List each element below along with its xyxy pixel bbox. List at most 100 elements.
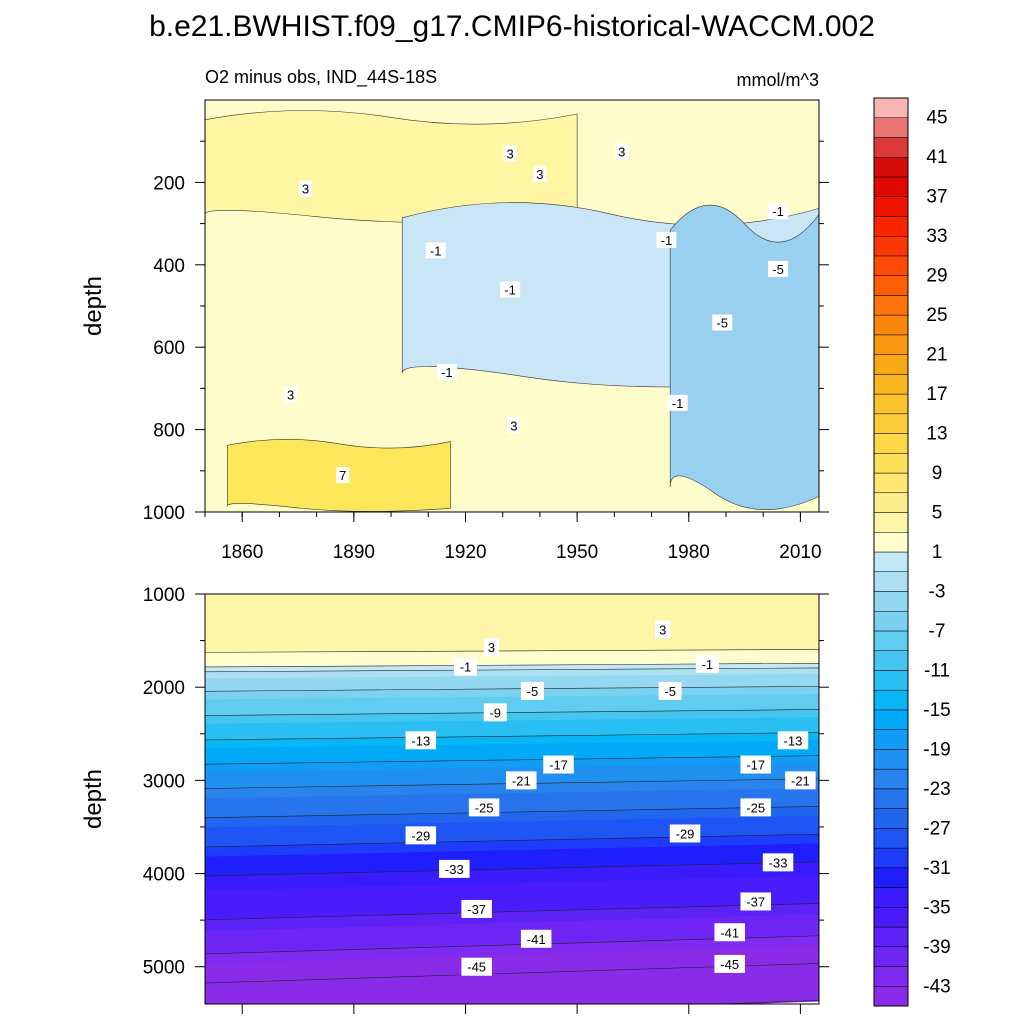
colorbar-tick-label: 33 bbox=[926, 226, 947, 247]
lower-contour-line bbox=[205, 732, 819, 741]
colorbar-swatch bbox=[873, 156, 909, 178]
lower-contour-label: -5 bbox=[527, 684, 539, 699]
colorbar-swatch bbox=[873, 532, 909, 553]
lower-contour-band bbox=[205, 658, 819, 668]
lower-contour-line bbox=[205, 833, 819, 848]
lower-contour-label-bg bbox=[740, 755, 771, 774]
colorbar-tick-label: 41 bbox=[926, 147, 947, 168]
lower-contour-label: -37 bbox=[746, 895, 765, 910]
colorbar-swatch bbox=[873, 374, 909, 395]
lower-contour-label: -29 bbox=[411, 828, 430, 843]
lower-contour-label: -1 bbox=[460, 660, 472, 675]
lower-contour-band bbox=[352, 988, 819, 1004]
lower-contour-label-bg bbox=[453, 657, 477, 676]
lower-contour-label-bg bbox=[762, 853, 794, 872]
colorbar-swatch bbox=[873, 472, 909, 494]
lower-contour-label-bg bbox=[483, 638, 500, 657]
upper-contour-label-bg bbox=[656, 232, 677, 249]
colorbar-tick-label: -27 bbox=[923, 818, 950, 839]
lower-contour-label: -5 bbox=[664, 684, 676, 699]
upper-contour-fill bbox=[205, 100, 819, 512]
lower-contour-band bbox=[205, 935, 819, 965]
colorbar-tick-label: -11 bbox=[924, 660, 950, 681]
colorbar-swatch bbox=[873, 354, 909, 375]
lower-contour-label-bg bbox=[506, 771, 537, 790]
lower-contour-label-bg bbox=[695, 654, 719, 673]
colorbar-swatch bbox=[873, 986, 909, 1007]
lower-contour-label-bg bbox=[740, 798, 771, 817]
colorbar-swatch bbox=[873, 334, 909, 355]
upper-x-tick-label: 1860 bbox=[221, 542, 263, 563]
colorbar-tick-label: -23 bbox=[923, 779, 950, 800]
lower-contour-fill bbox=[205, 594, 819, 1004]
colorbar-tick-label: 29 bbox=[926, 266, 947, 287]
colorbar-tick-label: -19 bbox=[923, 739, 950, 760]
colorbar-swatch bbox=[873, 216, 909, 237]
colorbar-swatch bbox=[873, 433, 909, 454]
upper-contour-label: -1 bbox=[430, 243, 442, 258]
lower-contour-band bbox=[205, 963, 819, 997]
lower-contour-line bbox=[205, 709, 819, 716]
lower-contour-band bbox=[205, 701, 819, 717]
upper-y-tick-label: 600 bbox=[153, 338, 185, 359]
lower-contour-band bbox=[205, 861, 819, 892]
upper-contour-label-bg bbox=[503, 145, 517, 162]
lower-contour-band bbox=[205, 732, 819, 749]
lower-contour-band bbox=[205, 975, 819, 1004]
lower-contour-label-bg bbox=[461, 957, 492, 976]
lower-contour-label: 3 bbox=[659, 622, 666, 637]
upper-x-tick-label: 1890 bbox=[333, 542, 375, 563]
upper-contour-label-bg bbox=[533, 166, 547, 183]
lower-contour-band bbox=[205, 612, 819, 634]
colorbar-swatch bbox=[873, 137, 909, 158]
colorbar-swatch bbox=[873, 255, 909, 276]
lower-contour-label: -41 bbox=[527, 932, 546, 947]
colorbar-tick-label: 25 bbox=[926, 305, 947, 326]
lower-contour-label: -33 bbox=[769, 855, 788, 870]
colorbar-swatch bbox=[873, 926, 909, 948]
lower-contour-label: -45 bbox=[467, 960, 486, 975]
lower-contour-band bbox=[205, 747, 819, 765]
lower-contour-label-bg bbox=[439, 859, 470, 878]
lower-contour-band bbox=[205, 815, 819, 838]
upper-contour-label: 3 bbox=[536, 167, 543, 182]
lower-y-tick-label: 3000 bbox=[143, 771, 185, 792]
lower-y-tick-label: 2000 bbox=[143, 678, 185, 699]
colorbar-swatch bbox=[873, 571, 909, 592]
lower-contour-band bbox=[205, 724, 819, 741]
colorbar-swatch bbox=[873, 453, 909, 474]
lower-contour-band bbox=[205, 717, 819, 733]
upper-contour-label-bg bbox=[436, 363, 457, 380]
lower-contour-label: -45 bbox=[720, 957, 739, 972]
lower-y-axis-label: depth bbox=[80, 769, 107, 829]
lower-contour-label-bg bbox=[658, 681, 682, 700]
upper-contour-label: -1 bbox=[772, 204, 784, 219]
colorbar-tick-label: 21 bbox=[926, 345, 947, 366]
upper-contour-label: 3 bbox=[510, 418, 517, 433]
lower-contour-band bbox=[205, 674, 819, 686]
lower-contour-label-bg bbox=[405, 731, 437, 750]
colorbar-swatch bbox=[873, 235, 909, 257]
upper-contour-label: 3 bbox=[287, 388, 294, 403]
colorbar-tick-label: 1 bbox=[932, 542, 943, 563]
lower-contour-label-bg bbox=[520, 929, 552, 948]
lower-contour-band bbox=[205, 889, 819, 921]
lower-contour-line bbox=[205, 755, 819, 765]
lower-contour-band bbox=[205, 824, 819, 848]
lower-contour-label: -17 bbox=[746, 758, 765, 773]
lower-contour-band bbox=[205, 594, 819, 614]
lower-contour-label: -13 bbox=[411, 733, 430, 748]
colorbar-swatch bbox=[873, 275, 909, 296]
colorbar-tick-label: -31 bbox=[923, 858, 950, 879]
colorbar-swatch bbox=[873, 610, 909, 632]
upper-contour-label: 3 bbox=[507, 147, 514, 162]
upper-contour-label-bg bbox=[425, 242, 446, 259]
colorbar-swatch bbox=[873, 314, 909, 336]
colorbar-swatch bbox=[873, 847, 909, 869]
colorbar-tick-label: 9 bbox=[932, 463, 943, 484]
colorbar-swatch bbox=[873, 117, 909, 138]
upper-y-tick-label: 800 bbox=[153, 421, 185, 442]
lower-contour-label-bg bbox=[654, 620, 671, 639]
colorbar-tick-label: -39 bbox=[923, 937, 950, 958]
lower-contour-band bbox=[205, 806, 819, 829]
